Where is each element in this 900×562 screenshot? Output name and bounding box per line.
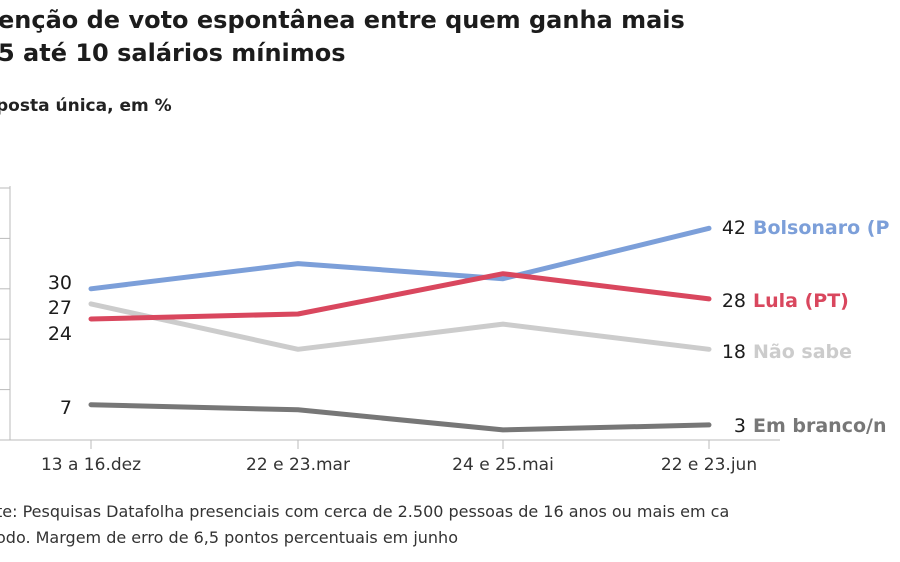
series-line-0 — [88, 225, 712, 292]
series-2-name: Não sabe — [753, 341, 852, 363]
series-2-last-label: 18 — [722, 341, 746, 363]
series-3-last-label: 3 — [734, 415, 746, 437]
series-0-first-label: 30 — [48, 272, 72, 294]
series-2-first-label: 27 — [48, 297, 72, 319]
source-line-2: odo. Margem de erro de 6,5 pontos percen… — [0, 528, 458, 547]
x-tick-label-2: 24 e 25.mai — [452, 455, 554, 475]
source-note: te: Pesquisas Datafolha presenciais com … — [0, 499, 900, 551]
series-3-name: Em branco/n — [753, 415, 887, 437]
x-tick-label-3: 22 e 23.jun — [661, 455, 757, 475]
chart-title-line-1: enção de voto espontânea entre quem ganh… — [0, 6, 685, 34]
series-1-first-label: 24 — [48, 323, 72, 345]
chart-title-line-2: 5 até 10 salários mínimos — [0, 39, 346, 67]
x-tick-label-1: 22 e 23.mar — [246, 455, 350, 475]
source-line-1: te: Pesquisas Datafolha presenciais com … — [0, 502, 730, 521]
series-1-name: Lula (PT) — [753, 290, 849, 312]
chart-title: enção de voto espontânea entre quem ganh… — [0, 4, 900, 70]
series-3-first-label: 7 — [60, 397, 72, 419]
series-0-last-label: 42 — [722, 217, 746, 239]
chart-subtitle: posta única, em % — [0, 96, 172, 116]
series-line-1 — [88, 271, 712, 322]
series-line-3 — [88, 402, 712, 433]
series-line-2 — [88, 301, 712, 352]
x-tick-label-0: 13 a 16.dez — [41, 455, 141, 475]
series-0-name: Bolsonaro (P — [753, 217, 889, 239]
series-1-last-label: 28 — [722, 290, 746, 312]
